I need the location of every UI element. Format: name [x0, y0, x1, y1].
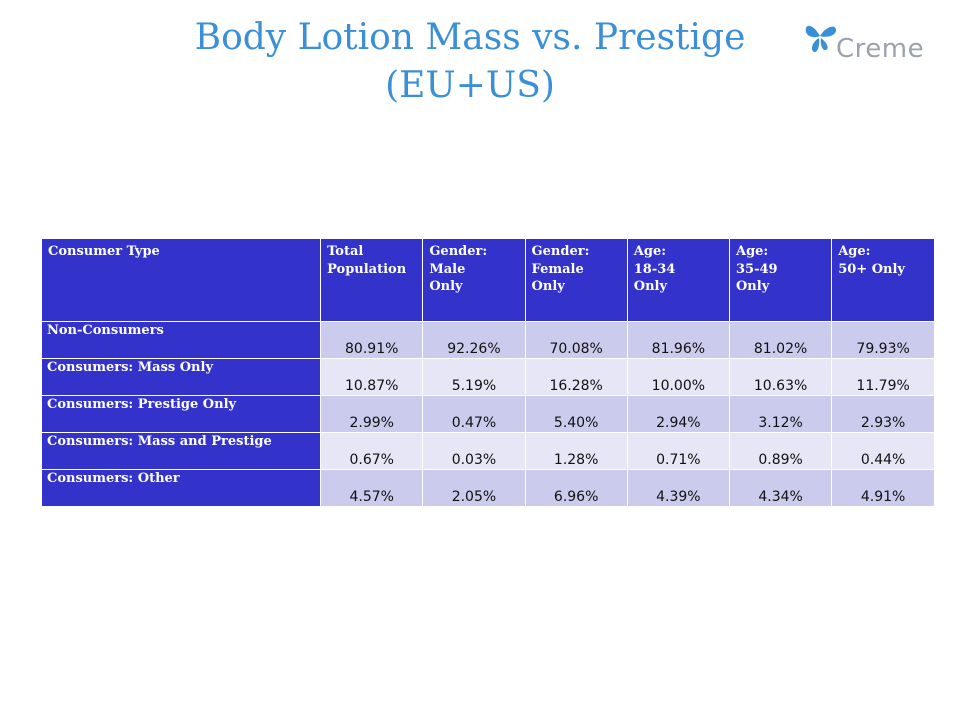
table-row: Consumers: Other 4.57% 2.05% 6.96% 4.39% 4.34…	[42, 468, 934, 506]
table-cell: 70.08%	[525, 320, 628, 358]
table-cell: 2.94%	[627, 394, 730, 432]
table-cell: 0.47%	[422, 394, 526, 432]
column-header-text: 35-49	[735, 261, 778, 277]
table-cell: 0.67%	[320, 431, 424, 469]
table-cell: 6.96%	[525, 468, 628, 506]
column-header-text: Age:	[735, 244, 769, 259]
column-header-text: 18-34	[633, 261, 676, 277]
column-header-text: Age:	[838, 244, 871, 259]
row-label: Consumers: Mass and Prestige	[42, 431, 322, 469]
table-cell: 0.89%	[729, 431, 833, 469]
column-header-text: Only	[633, 279, 668, 295]
row-label: Consumers: Mass Only	[42, 357, 322, 395]
column-header: Age: 18-34 Only	[627, 239, 730, 321]
column-header: Consumer Type	[42, 239, 322, 321]
column-header-text: Male	[429, 261, 466, 277]
column-header-text: 50+ Only	[838, 261, 905, 277]
row-label: Non-Consumers	[42, 320, 322, 358]
table-body: Non-Consumers 80.91% 92.26% 70.08% 81.96% 81.…	[42, 320, 934, 506]
table-cell: 4.34%	[729, 468, 833, 506]
table-row: Consumers: Mass and Prestige 0.67% 0.03% 1.…	[42, 431, 934, 469]
table-cell: 1.28%	[525, 431, 628, 469]
column-header-text: Consumer Type	[48, 244, 160, 259]
row-label: Consumers: Other	[42, 468, 322, 506]
table-cell: 16.28%	[525, 357, 628, 395]
table-cell: 10.87%	[320, 357, 424, 395]
table-cell: 10.00%	[627, 357, 730, 395]
table-cell: 10.63%	[729, 357, 833, 395]
column-header-text: Female	[531, 261, 584, 277]
creme-logo: Creme	[800, 14, 930, 70]
table-cell: 5.19%	[422, 357, 526, 395]
title-line-2: (EU+US)	[385, 65, 555, 106]
column-header-text: Age:	[633, 244, 667, 259]
table-cell: 0.71%	[627, 431, 730, 469]
column-header: Age: 50+ Only	[831, 239, 934, 321]
logo-text: Creme	[836, 34, 925, 64]
column-header: Age: 35-49 Only	[729, 239, 833, 321]
table-cell: 92.26%	[422, 320, 526, 358]
column-header-text: Total	[327, 244, 364, 259]
title-line-1: Body Lotion Mass vs. Prestige	[194, 17, 746, 58]
table-cell: 81.02%	[729, 320, 833, 358]
table-cell: 4.91%	[831, 468, 934, 506]
table-cell: 4.39%	[627, 468, 730, 506]
table-cell: 4.57%	[320, 468, 424, 506]
table-row: Non-Consumers 80.91% 92.26% 70.08% 81.96% 81.…	[42, 320, 934, 358]
consumer-table: Consumer Type Total Population Gender: Male O…	[42, 239, 934, 506]
column-header-text: Only	[735, 279, 770, 295]
column-header: Gender: Male Only	[422, 239, 526, 321]
table-cell: 3.12%	[729, 394, 833, 432]
table-cell: 0.03%	[422, 431, 526, 469]
column-header: Gender: Female Only	[525, 239, 628, 321]
table-cell: 2.99%	[320, 394, 424, 432]
column-header-text: Only	[531, 279, 565, 295]
column-header-text: Gender:	[531, 244, 590, 259]
table-cell: 2.93%	[831, 394, 934, 432]
butterfly-icon	[805, 25, 836, 53]
table-row: Consumers: Prestige Only 2.99% 0.47% 5.40% 2…	[42, 394, 934, 432]
column-header-text: Only	[429, 279, 463, 295]
table-cell: 79.93%	[831, 320, 934, 358]
row-label: Consumers: Prestige Only	[42, 394, 322, 432]
table-cell: 11.79%	[831, 357, 934, 395]
column-header: Total Population	[320, 239, 424, 321]
page-title: Body Lotion Mass vs. Prestige (EU+US)	[150, 14, 790, 110]
table-cell: 2.05%	[422, 468, 526, 506]
column-header-text: Gender:	[429, 244, 488, 259]
table-cell: 5.40%	[525, 394, 628, 432]
table-cell: 81.96%	[627, 320, 730, 358]
column-header-text: Population	[327, 261, 407, 277]
table-header-row: Consumer Type Total Population Gender: Male O…	[42, 239, 934, 321]
table-cell: 80.91%	[320, 320, 424, 358]
table-cell: 0.44%	[831, 431, 934, 469]
table-row: Consumers: Mass Only 10.87% 5.19% 16.28% 10.…	[42, 357, 934, 395]
